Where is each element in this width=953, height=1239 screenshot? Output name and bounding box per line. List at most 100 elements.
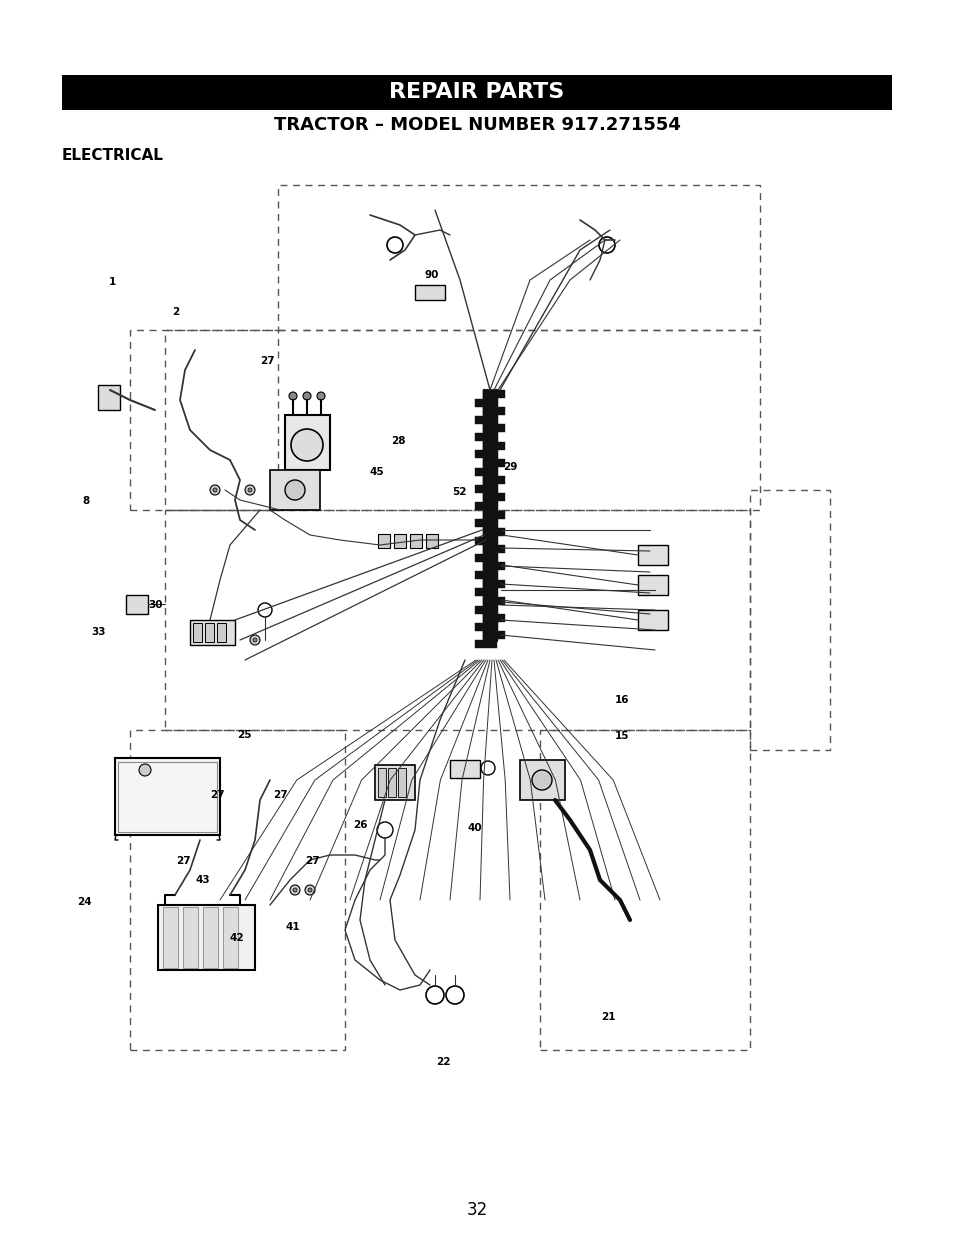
Bar [394, 534, 406, 548]
Bar [475, 554, 497, 561]
Bar [475, 434, 497, 441]
Circle shape [290, 885, 299, 895]
Bar [475, 484, 497, 493]
Bar [98, 385, 120, 410]
Bar [223, 907, 237, 968]
Text: 2: 2 [172, 307, 179, 317]
Bar [190, 620, 234, 646]
Bar [638, 545, 667, 565]
Bar [482, 390, 504, 398]
Bar [115, 758, 220, 835]
Bar [277, 185, 760, 330]
Bar [482, 442, 504, 450]
Bar [482, 597, 504, 605]
Bar [165, 330, 760, 510]
Text: 43: 43 [195, 875, 211, 885]
Text: 27: 27 [175, 856, 191, 866]
Text: 15: 15 [614, 731, 629, 741]
Bar [475, 399, 497, 406]
Text: 45: 45 [369, 467, 384, 477]
Text: 40: 40 [467, 823, 482, 833]
Bar [475, 519, 497, 528]
Bar [426, 534, 437, 548]
Bar [482, 493, 504, 502]
Circle shape [532, 769, 552, 790]
Text: 42: 42 [229, 933, 244, 943]
Bar [285, 415, 330, 470]
Bar [126, 595, 148, 615]
Text: 26: 26 [353, 820, 368, 830]
Bar [165, 510, 749, 730]
Circle shape [316, 392, 325, 400]
Bar [163, 907, 178, 968]
Bar [475, 467, 497, 476]
Text: 32: 32 [466, 1201, 487, 1219]
Circle shape [218, 638, 222, 642]
Bar [482, 476, 504, 484]
Bar [482, 408, 504, 415]
Bar [482, 458, 504, 467]
Bar [749, 489, 829, 750]
Bar [482, 563, 504, 570]
Bar [130, 330, 277, 510]
Text: 24: 24 [76, 897, 91, 907]
Bar [158, 904, 254, 970]
Text: 27: 27 [259, 356, 274, 366]
Circle shape [289, 392, 296, 400]
Bar [475, 571, 497, 579]
Text: 52: 52 [452, 487, 467, 497]
Bar [482, 528, 504, 536]
Text: 21: 21 [600, 1012, 616, 1022]
Text: 27: 27 [210, 790, 225, 800]
Bar [270, 470, 319, 510]
Text: ELECTRICAL: ELECTRICAL [62, 147, 164, 162]
Bar [482, 615, 504, 622]
Bar [216, 623, 226, 642]
Text: 28: 28 [391, 436, 406, 446]
Bar [475, 416, 497, 424]
Bar [482, 510, 504, 519]
Circle shape [210, 484, 220, 496]
Bar [415, 285, 444, 300]
Bar [475, 641, 497, 648]
Circle shape [305, 885, 314, 895]
Bar [482, 425, 504, 432]
Circle shape [291, 429, 323, 461]
Bar [450, 760, 479, 778]
Text: 8: 8 [82, 496, 90, 506]
Bar [475, 502, 497, 510]
Bar [475, 536, 497, 545]
Bar [118, 762, 216, 833]
Bar [397, 768, 406, 797]
Circle shape [213, 488, 216, 492]
Text: 30: 30 [148, 600, 163, 610]
Circle shape [253, 638, 256, 642]
Circle shape [139, 764, 151, 776]
Bar [638, 610, 667, 629]
Bar [482, 632, 504, 639]
Bar [388, 768, 395, 797]
Text: 16: 16 [614, 695, 629, 705]
Text: 33: 33 [91, 627, 106, 637]
Bar [410, 534, 421, 548]
Bar [475, 450, 497, 458]
Text: 90: 90 [424, 270, 439, 280]
Circle shape [214, 636, 225, 646]
Text: 29: 29 [502, 462, 517, 472]
Circle shape [293, 888, 296, 892]
Circle shape [248, 488, 252, 492]
Polygon shape [62, 76, 891, 110]
Bar [193, 623, 202, 642]
Circle shape [250, 636, 260, 646]
Text: 22: 22 [436, 1057, 451, 1067]
Bar [539, 730, 749, 1049]
Circle shape [303, 392, 311, 400]
Bar [375, 764, 415, 800]
Bar [205, 623, 213, 642]
Bar [638, 575, 667, 595]
Text: 27: 27 [304, 856, 319, 866]
Circle shape [308, 888, 312, 892]
Bar [377, 534, 390, 548]
Text: 41: 41 [285, 922, 300, 932]
Bar [482, 580, 504, 587]
